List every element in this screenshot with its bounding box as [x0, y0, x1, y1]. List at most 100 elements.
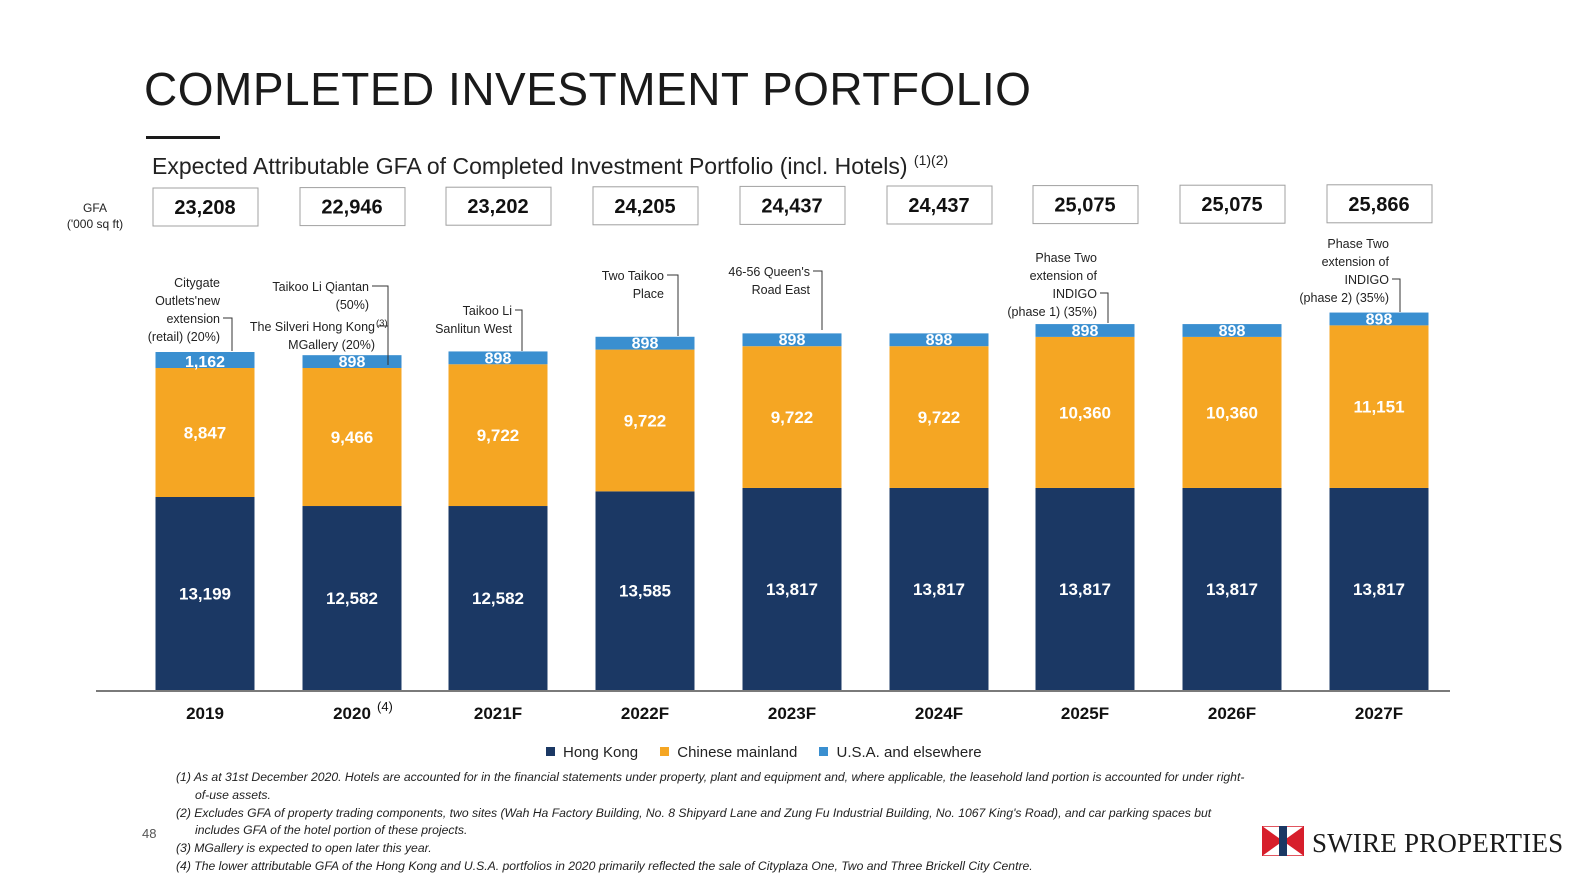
- annotation-2020-2-leader-line: [378, 325, 389, 365]
- total-gfa-2022f: 24,205: [614, 196, 675, 218]
- data-label-hong-kong-2024f: 13,817: [913, 580, 965, 599]
- bar-chinese-mainland-2024f: [889, 346, 989, 488]
- total-box-2026f: [1179, 184, 1286, 224]
- annotation-2020-2-line-1: MGallery (20%): [288, 338, 375, 352]
- annotation-2023f-5-line-1: Road East: [752, 283, 811, 297]
- annotation-2020-2-note: (3): [376, 318, 388, 329]
- data-label-chinese-mainland-2026f: 10,360: [1206, 403, 1258, 422]
- data-label-chinese-mainland-2025f: 10,360: [1059, 403, 1111, 422]
- bar-u-s-a-and-elsewhere-2019: [155, 352, 255, 368]
- total-box-2025f: [1032, 185, 1139, 225]
- bar-u-s-a-and-elsewhere-2023f: [742, 333, 842, 347]
- bar-hong-kong-2027f: [1329, 487, 1429, 690]
- chart-subtitle: Expected Attributable GFA of Completed I…: [152, 152, 948, 180]
- gfa-label-line1: GFA: [82, 201, 107, 215]
- annotation-2019-0-line-0: Citygate: [174, 276, 220, 290]
- annotation-2025f-6-line-3: (phase 1) (35%): [1007, 305, 1097, 319]
- data-label-u-s-a-and-elsewhere-2024f: 898: [926, 332, 953, 349]
- annotation-2027f-7-line-2: INDIGO: [1345, 273, 1390, 287]
- data-label-hong-kong-2022f: 13,585: [619, 582, 671, 601]
- stacked-bar-chart: 13,199 8,847 1,162 23,208 2019 12,582 9,466 898…: [96, 184, 1450, 723]
- data-label-hong-kong-2023f: 13,817: [766, 580, 818, 599]
- data-label-hong-kong-2020: 12,582: [326, 589, 378, 608]
- footnote-2: (2) Excludes GFA of property trading com…: [176, 805, 1212, 838]
- data-label-hong-kong-2026f: 13,817: [1206, 580, 1258, 599]
- footnotes: (1) As at 31st December 2020. Hotels are…: [176, 769, 1256, 876]
- data-label-u-s-a-and-elsewhere-2026f: 898: [1219, 323, 1246, 340]
- annotation-2020-1-line-0: Taikoo Li Qiantan: [272, 280, 369, 294]
- data-label-u-s-a-and-elsewhere-2027f: 898: [1366, 311, 1393, 328]
- bar-chinese-mainland-2023f: [742, 346, 842, 488]
- bar-u-s-a-and-elsewhere-2025f: [1035, 324, 1135, 337]
- annotation-2023f-5-leader-line: [813, 270, 823, 330]
- annotation-2022f-4-line-0: Two Taikoo: [602, 269, 664, 283]
- legend-item-hong-kong: Hong Kong: [546, 744, 638, 761]
- annotation-2023f-5-line-0: 46-56 Queen's: [728, 265, 810, 279]
- total-gfa-2025f: 25,075: [1054, 195, 1115, 217]
- bar-chinese-mainland-2021f: [448, 364, 548, 507]
- bar-chinese-mainland-2025f: [1035, 336, 1135, 488]
- bar-chinese-mainland-2026f: [1182, 336, 1282, 488]
- data-label-chinese-mainland-2023f: 9,722: [771, 408, 814, 427]
- annotation-2025f-6-leader-line: [1100, 292, 1109, 323]
- bar-u-s-a-and-elsewhere-2021f: [448, 351, 548, 365]
- legend-item-usa: U.S.A. and elsewhere: [819, 744, 982, 761]
- total-box-2019: [152, 187, 259, 227]
- annotation-2019-0-line-1: Outlets'new: [155, 294, 221, 308]
- data-label-hong-kong-2027f: 13,817: [1353, 580, 1405, 599]
- x-tick-label-2026f: 2026F: [1208, 704, 1256, 723]
- bar-hong-kong-2025f: [1035, 487, 1135, 690]
- x-tick-note-2020: (4): [377, 699, 393, 714]
- bar-hong-kong-2022f: [595, 491, 695, 690]
- total-box-2022f: [592, 186, 699, 226]
- data-label-u-s-a-and-elsewhere-2021f: 898: [485, 350, 512, 367]
- x-tick-label-2021f: 2021F: [474, 704, 522, 723]
- data-label-u-s-a-and-elsewhere-2020: 898: [339, 354, 366, 371]
- total-gfa-2019: 23,208: [174, 197, 235, 219]
- x-tick-label-2020: 2020: [333, 704, 371, 723]
- total-box-2020: [299, 187, 406, 227]
- annotation-2025f-6-line-1: extension of: [1030, 269, 1098, 283]
- swire-logo-mark-icon: [1262, 826, 1304, 856]
- data-label-u-s-a-and-elsewhere-2022f: 898: [632, 336, 659, 353]
- title-underline: [146, 136, 220, 139]
- total-box-2027f: [1326, 184, 1433, 224]
- annotation-2022f-4-line-1: Place: [633, 287, 664, 301]
- bar-hong-kong-2020: [302, 506, 402, 690]
- chart-legend: Hong Kong Chinese mainland U.S.A. and el…: [546, 744, 1000, 761]
- annotation-2027f-7-line-3: (phase 2) (35%): [1299, 291, 1389, 305]
- annotation-2021f-3-leader-line: [515, 309, 523, 351]
- bar-chinese-mainland-2020: [302, 367, 402, 507]
- legend-label-hong-kong: Hong Kong: [563, 744, 639, 761]
- bar-hong-kong-2023f: [742, 487, 842, 690]
- total-gfa-2020: 22,946: [321, 197, 382, 219]
- total-box-2024f: [886, 185, 993, 225]
- total-gfa-2026f: 25,075: [1201, 194, 1262, 216]
- bar-u-s-a-and-elsewhere-2027f: [1329, 312, 1429, 326]
- annotation-2021f-3-line-0: Taikoo Li: [463, 304, 512, 318]
- annotation-2019-0-line-3: (retail) (20%): [148, 330, 220, 344]
- legend-swatch-chinese-mainland: [660, 747, 670, 756]
- total-gfa-2021f: 23,202: [467, 196, 528, 218]
- annotation-2019-0-leader-line: [223, 317, 233, 351]
- annotation-2021f-3-line-1: Sanlitun West: [435, 322, 512, 336]
- legend-label-usa: U.S.A. and elsewhere: [836, 744, 982, 761]
- bar-hong-kong-2024f: [889, 487, 989, 690]
- chart-subtitle-text: Expected Attributable GFA of Completed I…: [152, 153, 908, 179]
- data-label-hong-kong-2019: 13,199: [179, 585, 231, 604]
- annotation-2020-2-line-0: The Silveri Hong Kong: [250, 320, 375, 334]
- x-tick-label-2023f: 2023F: [768, 704, 816, 723]
- page-title: COMPLETED INVESTMENT PORTFOLIO: [144, 63, 1032, 115]
- data-label-chinese-mainland-2021f: 9,722: [477, 426, 520, 445]
- gfa-unit-label: GFA ('000 sq ft): [62, 200, 128, 232]
- total-gfa-2027f: 25,866: [1348, 194, 1409, 216]
- x-tick-label-2024f: 2024F: [915, 704, 963, 723]
- data-label-chinese-mainland-2024f: 9,722: [918, 408, 961, 427]
- legend-swatch-usa: [819, 747, 829, 756]
- data-label-chinese-mainland-2020: 9,466: [331, 428, 374, 447]
- bar-hong-kong-2019: [155, 497, 255, 690]
- annotation-2027f-7-line-0: Phase Two: [1327, 237, 1389, 251]
- data-label-hong-kong-2021f: 12,582: [472, 589, 524, 608]
- bar-chinese-mainland-2027f: [1329, 325, 1429, 488]
- bar-chinese-mainland-2022f: [595, 349, 695, 492]
